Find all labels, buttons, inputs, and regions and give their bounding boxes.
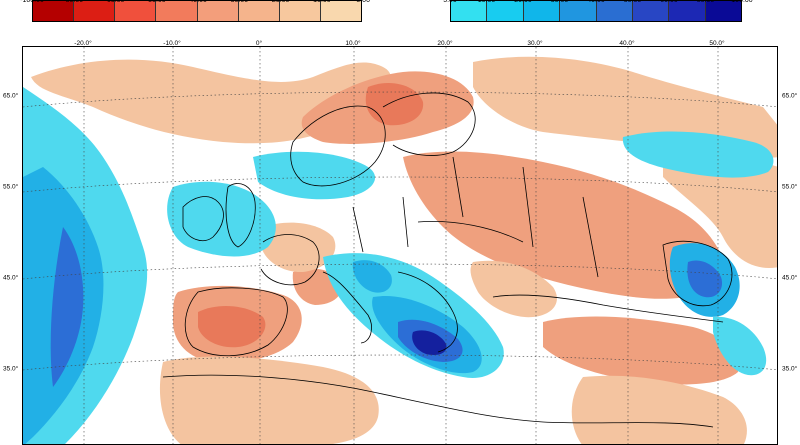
positive-colorbar-swatch xyxy=(669,1,706,21)
positive-colorbar xyxy=(450,0,742,22)
positive-colorbar-swatch xyxy=(632,1,670,21)
wet-area-black-sea-strong xyxy=(687,260,723,298)
wet-area-british-isles xyxy=(167,181,276,257)
dry-area-north-africa xyxy=(160,356,379,444)
dry-area-north-atlantic xyxy=(31,59,392,144)
negative-colorbar-label: -20.00 xyxy=(269,0,290,4)
lat-label-right: 35.0° xyxy=(782,365,798,373)
wet-anomaly-fields xyxy=(23,87,774,444)
lon-label: 50.0° xyxy=(709,40,725,47)
positive-colorbar-label: 10.00 xyxy=(477,0,496,4)
negative-colorbar-swatch xyxy=(156,1,198,21)
dry-area-middle-east xyxy=(571,375,747,444)
negative-colorbar-label: -100.00 xyxy=(20,0,44,4)
wet-area-russia-north xyxy=(622,131,774,178)
positive-colorbar-swatch xyxy=(451,1,488,21)
positive-colorbar-label: 80.00 xyxy=(696,0,715,4)
dry-anomaly-fields xyxy=(31,56,777,444)
negative-colorbar-swatch xyxy=(238,1,280,21)
negative-colorbar-label: -5.00 xyxy=(354,0,370,4)
coastlines-borders xyxy=(162,92,733,428)
positive-colorbar-label: 30.00 xyxy=(550,0,569,4)
positive-colorbar-label: 40.00 xyxy=(587,0,605,4)
positive-colorbar-labels: 5.00 10.00 20.00 30.00 40.00 50.00 60.00 80.00 1… xyxy=(443,0,753,7)
positive-colorbar-swatch xyxy=(705,1,741,21)
negative-colorbar-label: -40.00 xyxy=(187,0,207,4)
negative-colorbar-swatch xyxy=(320,1,361,21)
negative-colorbar-label: -60.00 xyxy=(104,0,125,4)
lon-label: -20.0° xyxy=(74,40,92,47)
lat-label-left: 35.0° xyxy=(3,365,19,373)
negative-colorbar-swatch xyxy=(279,1,321,21)
dry-area-balkans xyxy=(470,260,557,318)
positive-colorbar-label: 20.00 xyxy=(514,0,532,4)
wet-area-caucasus xyxy=(713,316,767,376)
dry-area-turkey xyxy=(543,316,739,385)
map-panel xyxy=(22,46,778,445)
dry-area-iberia-strong xyxy=(198,305,266,348)
wet-area-atlantic-strong xyxy=(50,227,84,387)
wet-area-greece-extreme xyxy=(412,330,447,355)
negative-colorbar-swatch xyxy=(115,1,157,21)
negative-colorbar-swatch xyxy=(197,1,239,21)
negative-colorbar-label: -50.00 xyxy=(145,0,166,4)
positive-colorbar-swatch xyxy=(596,1,633,21)
lon-label: 40.0° xyxy=(619,40,635,47)
positive-colorbar-swatch xyxy=(523,1,561,21)
negative-colorbar-swatch xyxy=(74,1,116,21)
positive-colorbar-label: 100.00 xyxy=(731,0,753,4)
dry-area-russia-east xyxy=(663,150,777,268)
lat-label-left: 45.0° xyxy=(3,274,19,282)
wet-area-north-sea xyxy=(253,151,376,200)
positive-colorbar-label: 60.00 xyxy=(660,0,678,4)
lon-label: 0° xyxy=(255,40,263,47)
wet-area-adriatic xyxy=(352,260,392,293)
negative-colorbar-label: -80.00 xyxy=(63,0,84,4)
negative-colorbar-swatch xyxy=(33,1,75,21)
dry-area-finland-russia xyxy=(473,56,777,159)
lat-label-left: 65.0° xyxy=(3,92,19,100)
anomaly-map xyxy=(23,47,777,444)
positive-colorbar-label: 5.00 xyxy=(443,0,457,4)
lat-label-left: 55.0° xyxy=(3,183,19,191)
lat-label-right: 45.0° xyxy=(782,274,798,282)
gridlines xyxy=(23,47,777,444)
positive-colorbar-label: 50.00 xyxy=(623,0,642,4)
dry-area-baltic-strong xyxy=(365,82,424,126)
lat-label-right: 55.0° xyxy=(782,183,798,191)
lon-label: -10.0° xyxy=(163,40,181,47)
lon-label: 20.0° xyxy=(437,40,453,47)
positive-colorbar-swatch xyxy=(487,1,524,21)
negative-colorbar xyxy=(32,0,362,22)
negative-colorbar-labels: -100.00 -80.00 -60.00 -50.00 -40.00 -30.00 -20… xyxy=(20,0,370,7)
dry-area-eastern-europe xyxy=(403,151,728,299)
negative-colorbar-label: -30.00 xyxy=(228,0,249,4)
lat-label-right: 65.0° xyxy=(782,92,798,100)
positive-colorbar-swatch xyxy=(560,1,597,21)
lon-label: 30.0° xyxy=(527,40,543,47)
negative-colorbar-label: -10.00 xyxy=(310,0,331,4)
lon-label: 10.0° xyxy=(345,40,361,47)
